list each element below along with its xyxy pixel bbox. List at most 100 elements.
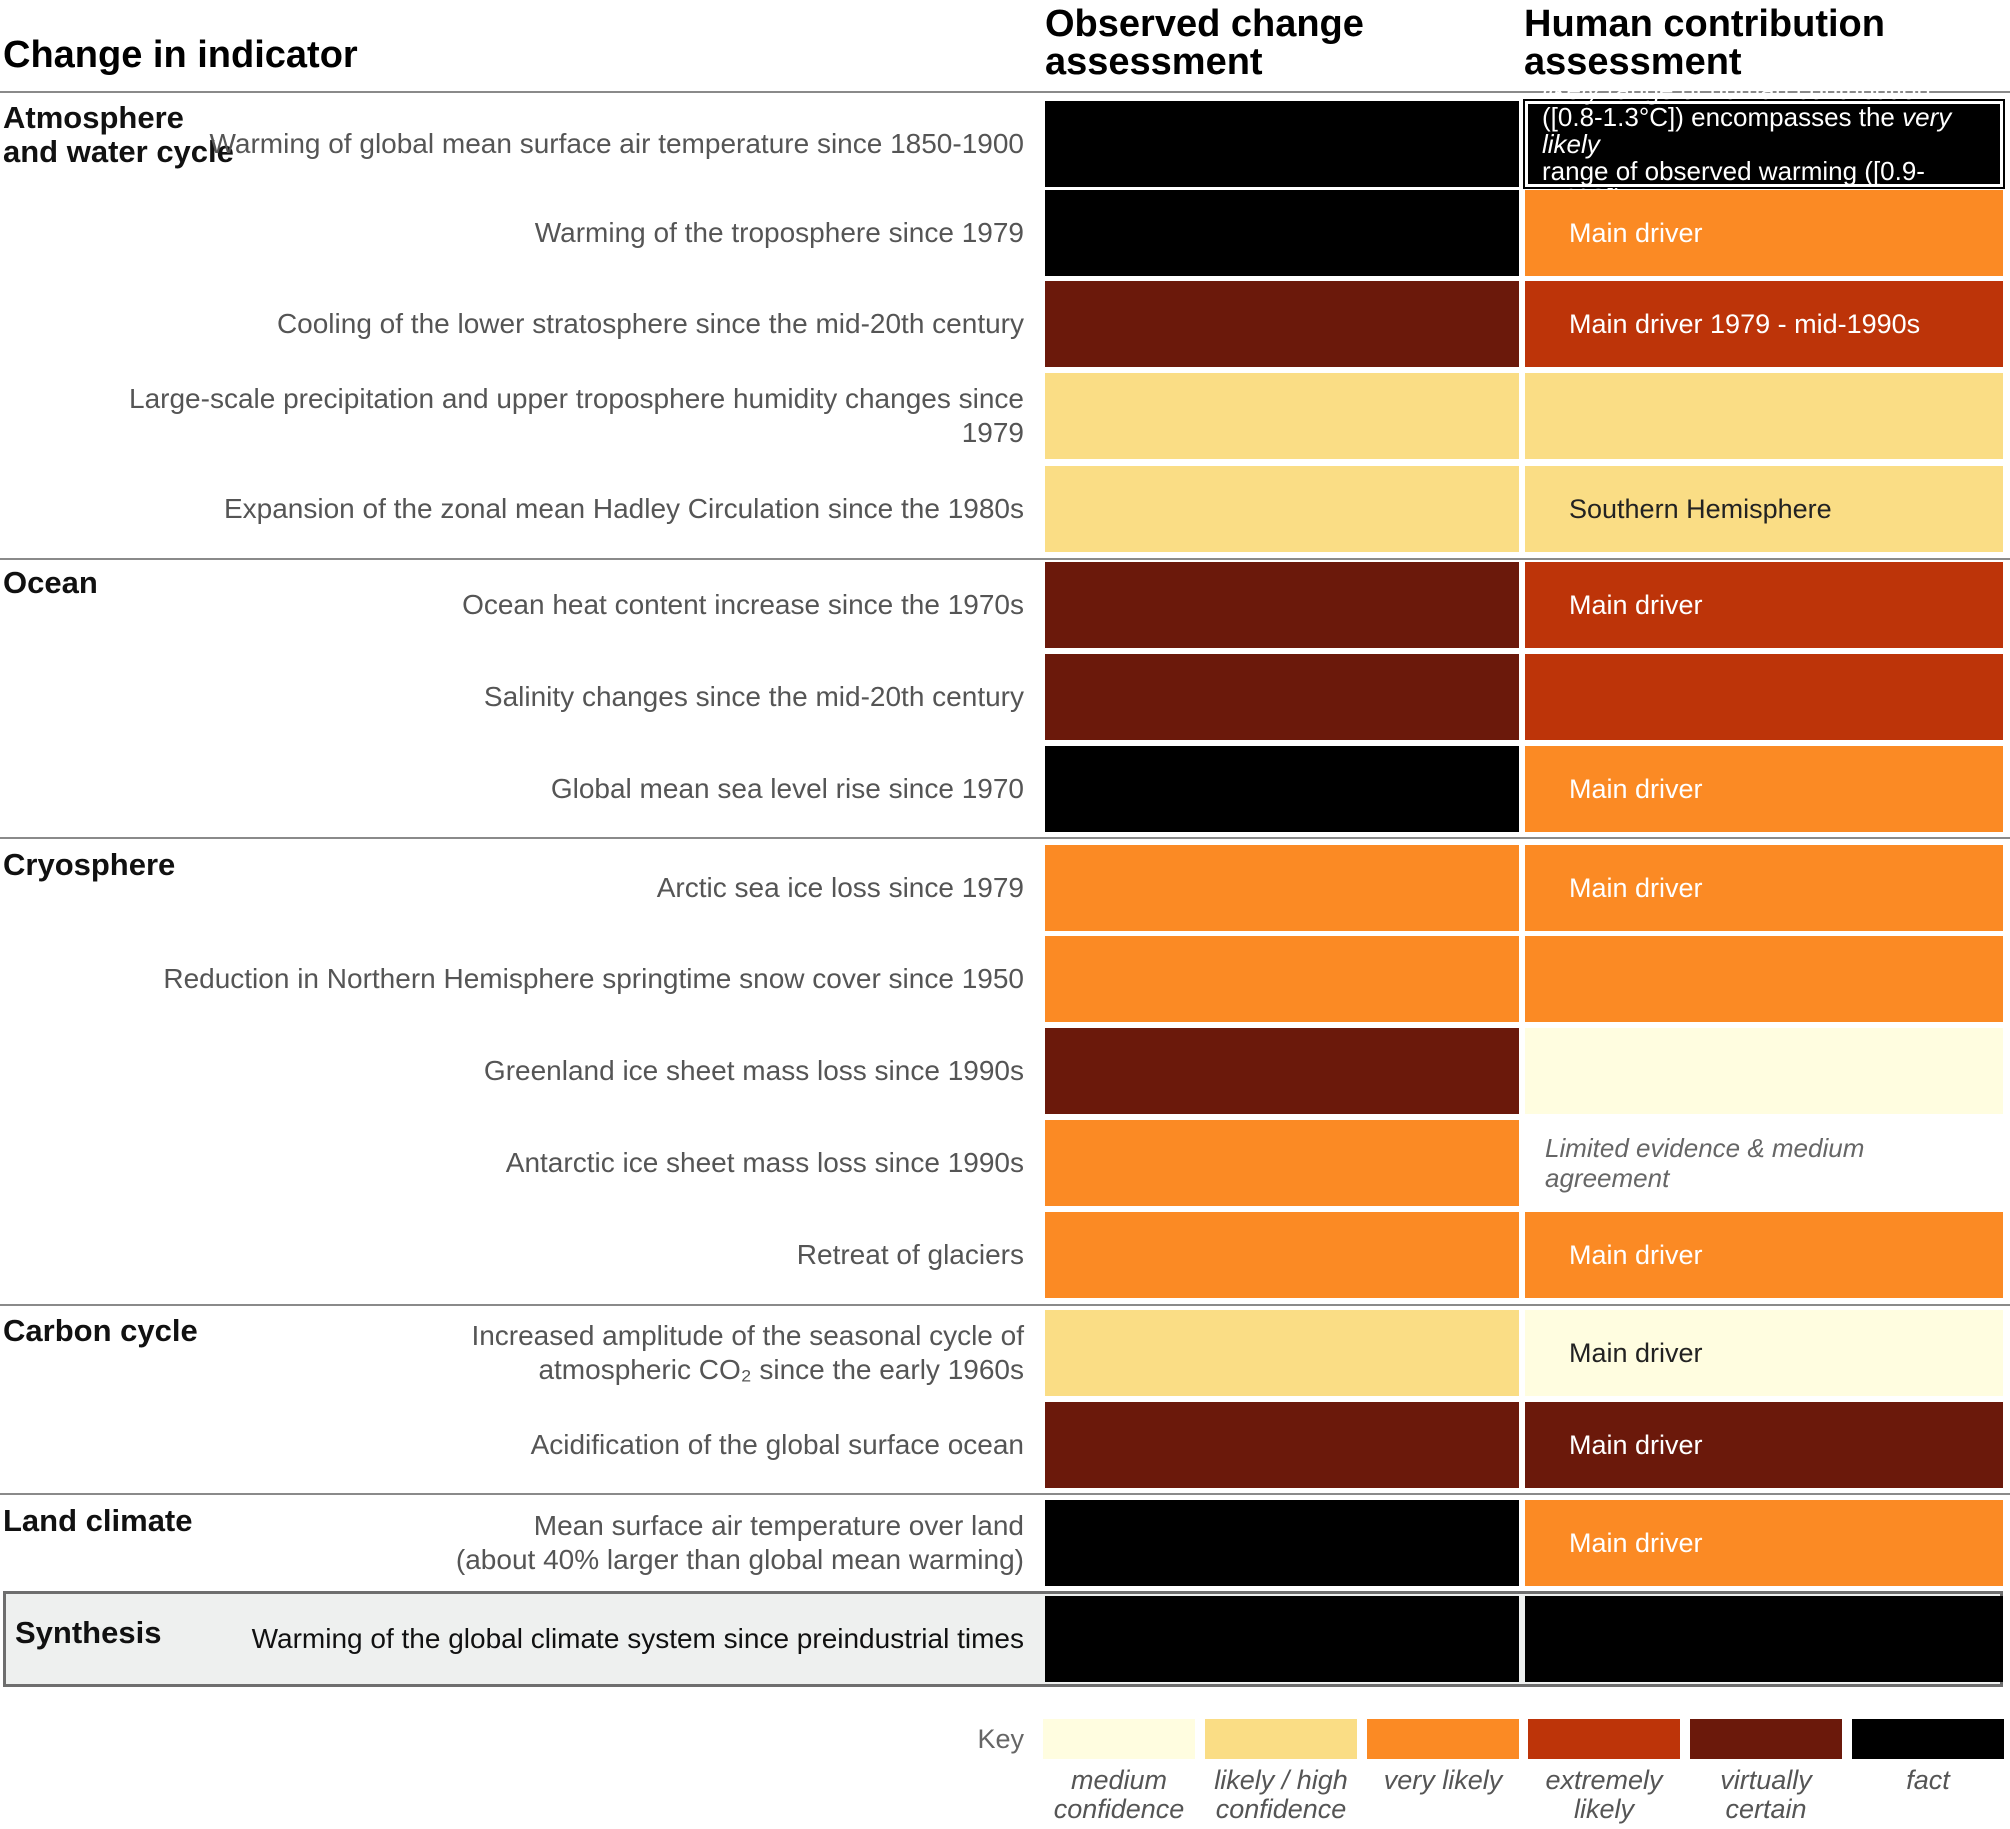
- section-label: Carbon cycle: [3, 1314, 198, 1348]
- key-label-line: extremely: [1545, 1765, 1663, 1795]
- section-label-line: Cryosphere: [3, 847, 176, 882]
- indicator-label-line: Warming of global mean surface air tempe…: [209, 128, 1024, 159]
- indicator-label: Large-scale precipitation and upper trop…: [124, 373, 1024, 459]
- human-cell: [1525, 373, 2003, 459]
- observed-header-line-1: Observed change: [1045, 3, 1364, 45]
- key-label-likely-high-confidence: likely / high confidence: [1201, 1766, 1361, 1824]
- human-cell: [1525, 936, 2003, 1022]
- section-label-line: Synthesis: [15, 1615, 162, 1650]
- indicator-label: Salinity changes since the mid-20th cent…: [124, 654, 1024, 740]
- observed-cell: [1045, 466, 1519, 552]
- indicator-label: Increased amplitude of the seasonal cycl…: [124, 1310, 1024, 1396]
- key-label-line: likely / high: [1214, 1765, 1348, 1795]
- indicator-label-line: Salinity changes since the mid-20th cent…: [483, 681, 1024, 712]
- human-cell-text: Limited evidence & medium agreement: [1545, 1133, 1865, 1193]
- indicator-label-line: Greenland ice sheet mass loss since 1990…: [483, 1055, 1024, 1086]
- human-cell: Southern Hemisphere: [1525, 466, 2003, 552]
- key-label-virtually-certain: virtually certain: [1686, 1766, 1846, 1824]
- section-label-line: Land climate: [3, 1503, 193, 1538]
- section-divider: [0, 558, 2010, 560]
- section-divider: [0, 1493, 2010, 1495]
- indicator-label-line: Warming of the global climate system sin…: [251, 1623, 1024, 1654]
- human-cell: [1525, 654, 2003, 740]
- human-header-line-1: Human contribution: [1524, 3, 1885, 45]
- section-divider: [0, 837, 2010, 839]
- human-cell: Main driver: [1525, 1500, 2003, 1586]
- human-cell: Main driver: [1525, 190, 2003, 276]
- observed-cell: [1045, 101, 1519, 187]
- indicator-label-line: Retreat of glaciers: [796, 1239, 1024, 1270]
- human-cell: Main driver: [1525, 1310, 2003, 1396]
- key-label-extremely-likely: extremely likely: [1524, 1766, 1684, 1824]
- human-cell-text: Main driver: [1569, 774, 1703, 804]
- indicator-label-line: Mean surface air temperature over land: [533, 1510, 1024, 1541]
- observed-cell: [1045, 1500, 1519, 1586]
- key-label-line: very likely: [1383, 1765, 1503, 1795]
- range-text-segment: very likely: [1542, 101, 1952, 159]
- human-cell-text: Main driver: [1569, 873, 1703, 903]
- key-label-line: medium: [1070, 1765, 1168, 1795]
- human-cell: Limited evidence & medium agreement: [1525, 1120, 2003, 1206]
- observed-cell: [1045, 562, 1519, 648]
- human-cell-text: Main driver 1979 - mid-1990s: [1569, 309, 1921, 339]
- indicator-label-line: Increased amplitude of the seasonal cycl…: [471, 1320, 1024, 1351]
- key-swatch-likely-high-confidence: [1205, 1719, 1357, 1759]
- section-label: Land climate: [3, 1504, 193, 1538]
- section-label: Synthesis: [15, 1616, 161, 1650]
- human-cell: Main driver 1979 - mid-1990s: [1525, 281, 2003, 367]
- indicator-label-line: Ocean heat content increase since the 19…: [462, 589, 1024, 620]
- section-label-line: Atmosphere: [3, 100, 184, 135]
- indicator-label: Retreat of glaciers: [124, 1212, 1024, 1298]
- indicator-label: Warming of the troposphere since 1979: [124, 190, 1024, 276]
- indicator-label: Acidification of the global surface ocea…: [124, 1402, 1024, 1488]
- observed-cell: [1045, 1596, 1519, 1682]
- observed-cell: [1045, 190, 1519, 276]
- indicator-column-header: Change in indicator: [3, 34, 358, 76]
- section-label: Atmosphere and water cycle: [3, 101, 234, 169]
- section-label-line: and water cycle: [3, 134, 234, 169]
- observed-cell: [1045, 1402, 1519, 1488]
- observed-header-line-2: assessment: [1045, 41, 1263, 83]
- human-cell: Main driver: [1525, 1402, 2003, 1488]
- section-label-line: Carbon cycle: [3, 1313, 198, 1348]
- key-swatch-extremely-likely: [1528, 1719, 1680, 1759]
- human-cell-text: Main driver: [1569, 1338, 1703, 1368]
- range-text-line: ([0.8-1.3°C]) encompasses the very likel…: [1542, 101, 1994, 159]
- human-cell-text: Main driver: [1569, 1240, 1703, 1270]
- range-text-segment: ([0.8-1.3°C]) encompasses the: [1542, 101, 1903, 132]
- key-swatch-medium-confidence: [1043, 1719, 1195, 1759]
- key-swatch-very-likely: [1367, 1719, 1519, 1759]
- key-label-line: confidence: [1215, 1794, 1347, 1824]
- indicator-label-line: (about 40% larger than global mean warmi…: [455, 1544, 1024, 1575]
- indicator-label-line: Arctic sea ice loss since 1979: [656, 872, 1024, 903]
- observed-cell: [1045, 281, 1519, 367]
- header-divider: [0, 91, 2010, 93]
- observed-cell: [1045, 1212, 1519, 1298]
- indicator-label: Cooling of the lower stratosphere since …: [124, 281, 1024, 367]
- human-cell: [1525, 1596, 2003, 1682]
- key-swatch-fact: [1852, 1719, 2004, 1759]
- indicator-label-line: Warming of the troposphere since 1979: [534, 217, 1024, 248]
- observed-cell: [1045, 936, 1519, 1022]
- observed-cell: [1045, 845, 1519, 931]
- indicator-label-line: atmospheric CO₂ since the early 1960s: [538, 1354, 1024, 1385]
- key-label-fact: fact: [1848, 1766, 2008, 1795]
- human-cell: [1525, 1028, 2003, 1114]
- indicator-label: Warming of the global climate system sin…: [124, 1596, 1024, 1682]
- indicator-label-line: Cooling of the lower stratosphere since …: [276, 308, 1024, 339]
- indicator-label-line: Acidification of the global surface ocea…: [530, 1429, 1024, 1460]
- range-text-segment: likely: [1542, 74, 1600, 105]
- observed-cell: [1045, 654, 1519, 740]
- observed-column-header: Observed change assessment: [1045, 5, 1364, 81]
- human-cell: Main driver: [1525, 746, 2003, 832]
- indicator-label-line: Large-scale precipitation and upper trop…: [129, 383, 1024, 448]
- indicator-label: Expansion of the zonal mean Hadley Circu…: [124, 466, 1024, 552]
- section-label: Ocean: [3, 566, 98, 600]
- human-contribution-range-text: likely range of human contribution ([0.8-…: [1542, 76, 1994, 211]
- human-cell-text: Southern Hemisphere: [1569, 494, 1832, 524]
- key-label-very-likely: very likely: [1363, 1766, 1523, 1795]
- human-cell-text: Main driver: [1569, 1430, 1703, 1460]
- indicator-label-line: Antarctic ice sheet mass loss since 1990…: [505, 1147, 1024, 1178]
- section-divider: [0, 1304, 2010, 1306]
- section-label-line: Ocean: [3, 565, 98, 600]
